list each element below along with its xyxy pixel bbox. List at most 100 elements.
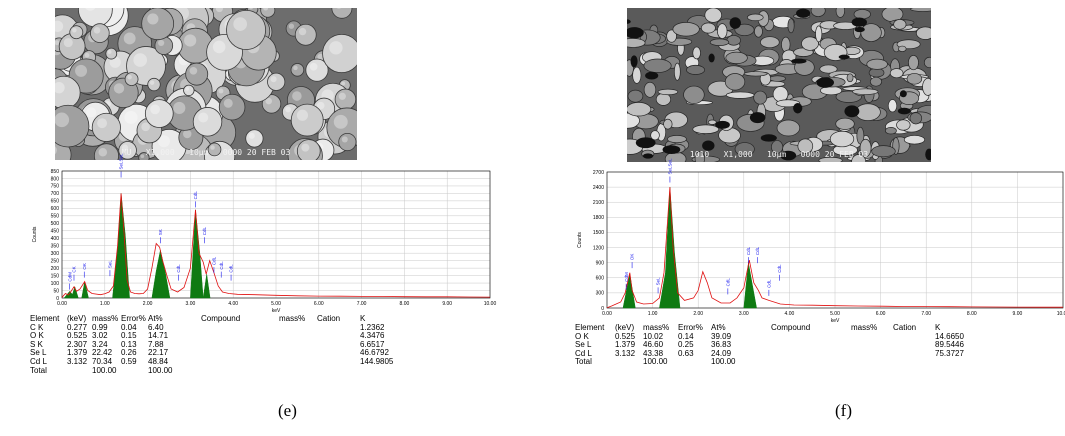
sem-grain bbox=[55, 104, 90, 148]
table-cell: 0.15 bbox=[121, 331, 137, 341]
x-tick-label: 7.00 bbox=[921, 311, 931, 317]
table-cell: 3.02 bbox=[92, 331, 108, 341]
sem-texture bbox=[915, 26, 931, 40]
y-tick-label: 100 bbox=[51, 281, 60, 287]
sem-highlight bbox=[150, 104, 160, 115]
sem-pore bbox=[838, 54, 850, 60]
table-cell: 46.60 bbox=[643, 340, 664, 350]
sem-highlight bbox=[84, 52, 90, 58]
table-cell: (keV) bbox=[615, 323, 635, 332]
sem-texture bbox=[797, 138, 814, 154]
sem-texture bbox=[683, 85, 705, 104]
sem-texture bbox=[869, 76, 883, 87]
sem-micrograph-particles bbox=[55, 8, 357, 160]
sem-pore bbox=[627, 19, 631, 24]
sem-grain bbox=[296, 139, 321, 160]
sem-texture bbox=[853, 9, 871, 20]
sem-texture bbox=[908, 54, 919, 71]
x-tick-label: 1.00 bbox=[648, 311, 658, 317]
sem-grain bbox=[226, 10, 267, 50]
sem-texture bbox=[627, 38, 646, 48]
y-tick-label: 600 bbox=[51, 206, 60, 212]
figure-caption: (f) bbox=[835, 401, 852, 420]
sem-highlight bbox=[210, 145, 215, 150]
sem-texture bbox=[734, 142, 755, 157]
table-row: Total 100.00 100.00 bbox=[575, 358, 1065, 367]
sem-image: 1010 X1,000 10µm 0000 20 FEB 03 bbox=[627, 8, 931, 162]
sem-texture bbox=[643, 58, 672, 73]
sem-highlight bbox=[55, 81, 65, 94]
figure-caption: (e) bbox=[278, 401, 297, 420]
y-tick-label: 150 bbox=[51, 273, 60, 279]
y-tick-label: 300 bbox=[51, 251, 60, 257]
table-cell: 0.277 bbox=[67, 322, 88, 332]
panel-e: MU X1,000 10µm 0000 20 FEB 03 Counts 0 50 1… bbox=[30, 0, 500, 436]
y-tick-label: 0 bbox=[601, 306, 604, 312]
sem-grain bbox=[90, 23, 110, 43]
x-axis-label: keV bbox=[272, 308, 281, 314]
table-cell: 144.9805 bbox=[360, 356, 394, 366]
sem-highlight bbox=[317, 101, 325, 110]
sem-highlight bbox=[109, 56, 121, 68]
table-row: S K 2.307 3.24 0.13 7.88 6.6517 bbox=[30, 339, 500, 350]
sem-micrograph-porous bbox=[627, 8, 931, 162]
sem-pore bbox=[925, 148, 931, 161]
table-cell: At% bbox=[148, 314, 163, 323]
x-tick-label: 4.00 bbox=[228, 301, 238, 307]
x-tick-label: 2.00 bbox=[143, 301, 153, 307]
sem-highlight bbox=[121, 144, 129, 151]
sem-texture bbox=[747, 13, 764, 22]
table-cell: 1.2362 bbox=[360, 322, 385, 332]
sem-highlight bbox=[223, 98, 233, 108]
sem-texture bbox=[709, 38, 730, 46]
sem-texture bbox=[694, 151, 705, 162]
sem-grain bbox=[147, 77, 161, 92]
sem-grain bbox=[322, 34, 357, 74]
table-cell: 36.83 bbox=[711, 340, 732, 350]
table-row: O K 0.525 3.02 0.15 14.71 4.3476 bbox=[30, 332, 500, 341]
y-tick-label: 800 bbox=[51, 176, 60, 182]
table-cell: 0.99 bbox=[92, 322, 108, 332]
table-cell: mass% bbox=[279, 314, 306, 323]
sem-highlight bbox=[93, 26, 101, 34]
sem-texture bbox=[898, 45, 907, 52]
spectrum-line bbox=[606, 187, 1063, 309]
table-cell: S K bbox=[30, 339, 43, 349]
x-axis-label: keV bbox=[831, 318, 840, 324]
table-cell: 0.59 bbox=[121, 356, 137, 366]
sem-grain bbox=[260, 8, 276, 18]
sem-highlight bbox=[124, 110, 138, 124]
sem-pore bbox=[816, 77, 834, 88]
table-cell: Error% bbox=[121, 314, 146, 323]
table-cell: Cd L bbox=[30, 356, 47, 366]
sem-highlight bbox=[263, 8, 269, 11]
x-tick-label: 0.00 bbox=[602, 311, 612, 317]
sem-highlight bbox=[147, 13, 159, 25]
sem-highlight bbox=[270, 76, 277, 83]
table-row: Se L 1.379 46.60 0.25 36.83 89.5446 bbox=[575, 341, 1065, 350]
sem-highlight bbox=[265, 97, 272, 105]
sem-pore bbox=[897, 107, 911, 115]
sem-pore bbox=[642, 153, 654, 159]
sem-highlight bbox=[72, 27, 77, 33]
sem-texture bbox=[772, 86, 789, 103]
sem-grain bbox=[290, 103, 324, 137]
sem-texture bbox=[663, 118, 673, 130]
peak-label: CdL bbox=[219, 261, 224, 270]
sem-highlight bbox=[296, 109, 309, 121]
sem-texture bbox=[754, 25, 763, 38]
x-tick-label: 6.00 bbox=[314, 301, 324, 307]
sem-pore bbox=[715, 120, 730, 129]
peak-label: CdL bbox=[725, 278, 730, 287]
table-cell: 100.00 bbox=[643, 357, 668, 367]
sem-highlight bbox=[298, 27, 307, 36]
sem-pore bbox=[627, 27, 644, 39]
x-tick-label: 8.00 bbox=[967, 311, 977, 317]
sem-highlight bbox=[288, 23, 295, 29]
sem-texture bbox=[673, 62, 681, 81]
sem-texture bbox=[818, 156, 843, 162]
table-cell: 89.5446 bbox=[935, 340, 964, 350]
sem-highlight bbox=[341, 81, 346, 86]
sem-pore bbox=[796, 8, 811, 18]
sem-texture bbox=[627, 102, 652, 117]
